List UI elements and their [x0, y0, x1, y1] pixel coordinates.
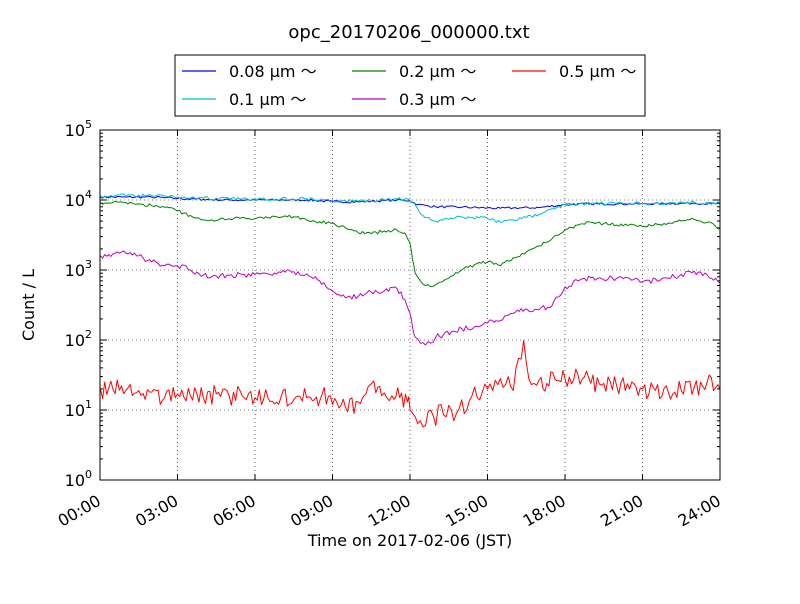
y-tick-label: 100 [65, 468, 92, 490]
x-axis-label: Time on 2017-02-06 (JST) [307, 531, 512, 550]
y-tick-label: 104 [65, 188, 92, 210]
series-lines [100, 193, 720, 428]
y-axis-label: Count / L [19, 269, 38, 341]
grid [100, 130, 720, 480]
series-line [100, 340, 720, 428]
legend-box [174, 54, 646, 117]
legend-label: 0.1 μm ～ [229, 90, 306, 109]
y-tick-label: 105 [65, 118, 92, 140]
legend-label: 0.3 μm ～ [399, 90, 476, 109]
series-line [100, 250, 720, 346]
y-tick-label: 101 [65, 398, 92, 420]
legend-label: 0.08 μm ～ [229, 62, 317, 81]
legend-label: 0.2 μm ～ [399, 62, 476, 81]
chart-title: opc_20170206_000000.txt [288, 22, 529, 43]
series-line [100, 200, 720, 288]
y-tick-label: 103 [65, 258, 92, 280]
series-line [100, 193, 720, 223]
y-tick-labels: 100 101 102 103 104 105 [65, 118, 92, 490]
legend: 0.08 μm ～ 0.1 μm ～ 0.2 μm ～ 0.3 μm ～ 0.5 μm … [174, 54, 646, 117]
plot-frame [99, 129, 721, 481]
legend-label: 0.5 μm ～ [559, 62, 636, 81]
y-tick-label: 102 [65, 328, 92, 350]
